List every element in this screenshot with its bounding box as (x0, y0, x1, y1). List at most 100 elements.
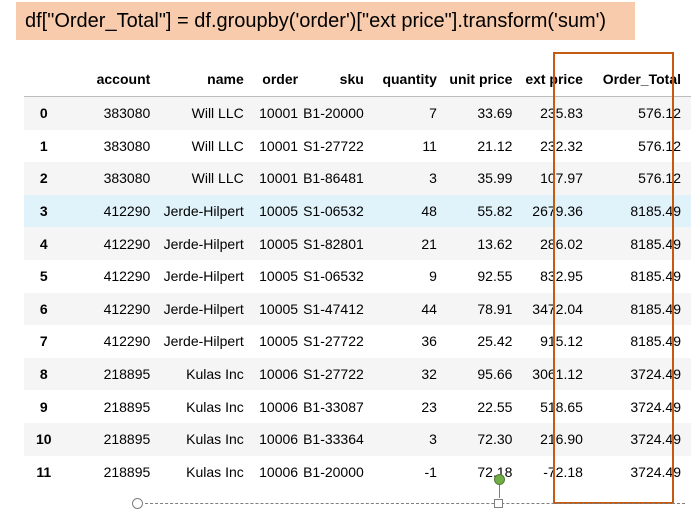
cell-sku: S1-27722 (303, 137, 364, 154)
cell-order-total: 8185.49 (630, 203, 681, 220)
col-header-name: name (155, 62, 249, 97)
cell-account: 412290 (103, 333, 151, 350)
cell-unit-price: 72.18 (477, 463, 513, 480)
cell-unit-price: 21.12 (477, 137, 513, 154)
cell-sku: B1-86481 (303, 170, 364, 187)
cell-order-total: 3724.49 (630, 463, 681, 480)
connector-line[interactable] (140, 503, 685, 504)
cell-index: 2 (39, 170, 48, 187)
cell-name: Kulas Inc (186, 366, 244, 383)
cell-unit-price: 33.69 (477, 105, 513, 122)
cell-account: 218895 (103, 398, 151, 415)
cell-order-total: 8185.49 (630, 235, 681, 252)
cell-name: Jerde-Hilpert (163, 203, 244, 220)
dataframe-table: account name order sku quantity unit pri… (24, 62, 691, 489)
cell-name: Will LLC (191, 105, 244, 122)
table-row[interactable]: 10 218895 Kulas Inc 10006 B1-33364 3 72.30 216.… (24, 422, 691, 456)
cell-name: Jerde-Hilpert (163, 268, 244, 285)
cell-order-total: 3724.49 (630, 366, 681, 383)
cell-order: 10005 (259, 268, 299, 285)
cell-unit-price: 95.66 (477, 366, 513, 383)
cell-quantity: -1 (424, 463, 437, 480)
col-header-account: account (63, 62, 156, 97)
cell-order-total: 3724.49 (630, 431, 681, 448)
cell-sku: B1-20000 (303, 105, 364, 122)
table-row[interactable]: 8 218895 Kulas Inc 10006 S1-27722 32 95.66 3061… (24, 357, 691, 391)
table-row[interactable]: 2 383080 Will LLC 10001 B1-86481 3 35.99 107.97… (24, 162, 691, 195)
cell-name: Will LLC (191, 170, 244, 187)
cell-unit-price: 72.30 (477, 431, 513, 448)
cell-quantity: 48 (421, 203, 437, 220)
cell-sku: S1-06532 (303, 268, 364, 285)
table-row[interactable]: 4 412290 Jerde-Hilpert 10005 S1-82801 21 13.62… (24, 227, 691, 260)
cell-quantity: 44 (421, 300, 437, 317)
connector-mid-handle[interactable] (494, 499, 503, 508)
cell-order: 10006 (259, 398, 299, 415)
cell-account: 412290 (103, 235, 151, 252)
cell-index: 1 (39, 137, 48, 154)
cell-account: 412290 (103, 268, 151, 285)
code-banner: df["Order_Total"] = df.groupby('order')[… (16, 2, 635, 40)
cell-order: 10005 (259, 333, 299, 350)
col-header-quantity: quantity (368, 62, 442, 97)
col-header-index (24, 62, 64, 97)
cell-sku: S1-27722 (303, 366, 364, 383)
cell-account: 383080 (103, 137, 151, 154)
cell-order: 10005 (259, 300, 299, 317)
col-header-sku: sku (303, 62, 369, 97)
cell-name: Jerde-Hilpert (163, 235, 244, 252)
cell-name: Kulas Inc (186, 463, 244, 480)
cell-order-total: 8185.49 (630, 300, 681, 317)
cell-order: 10005 (259, 235, 299, 252)
cell-index: 8 (39, 366, 48, 383)
cell-order-total: 576.12 (638, 105, 681, 122)
cell-unit-price: 35.99 (477, 170, 513, 187)
cell-quantity: 21 (421, 235, 437, 252)
table-row[interactable]: 0 383080 Will LLC 10001 B1-20000 7 33.69 235.83… (24, 96, 691, 130)
cell-account: 412290 (103, 300, 151, 317)
rotate-handle[interactable] (494, 474, 505, 485)
table-row[interactable]: 1 383080 Will LLC 10001 S1-27722 11 21.12 232.3… (24, 129, 691, 163)
col-header-order: order (248, 62, 304, 97)
cell-quantity: 32 (421, 366, 437, 383)
cell-order-total: 576.12 (638, 170, 681, 187)
cell-ext-price: -72.18 (543, 463, 583, 480)
cell-order: 10001 (259, 170, 299, 187)
cell-ext-price: 2679.36 (532, 203, 583, 220)
cell-ext-price: 286.02 (540, 235, 583, 252)
cell-account: 383080 (103, 105, 151, 122)
cell-sku: B1-33087 (303, 398, 364, 415)
cell-account: 218895 (103, 463, 151, 480)
cell-order-total: 3724.49 (630, 398, 681, 415)
cell-unit-price: 13.62 (477, 235, 513, 252)
cell-unit-price: 22.55 (477, 398, 513, 415)
cell-order: 10001 (259, 137, 299, 154)
header-row: account name order sku quantity unit pri… (24, 62, 691, 97)
cell-unit-price: 78.91 (477, 300, 513, 317)
table-row[interactable]: 3 412290 Jerde-Hilpert 10005 S1-06532 48 55.82… (24, 194, 691, 228)
cell-order: 10006 (259, 366, 299, 383)
table-header: account name order sku quantity unit pri… (24, 62, 691, 97)
table-row[interactable]: 7 412290 Jerde-Hilpert 10005 S1-27722 36 25.42… (24, 325, 691, 358)
table-row[interactable]: 11 218895 Kulas Inc 10006 B1-20000 -1 72.18 -72… (24, 455, 691, 489)
col-header-order-total: Order_Total (587, 62, 691, 97)
rotate-handle-stem (499, 484, 500, 498)
cell-name: Kulas Inc (186, 431, 244, 448)
cell-index: 5 (39, 268, 48, 285)
cell-quantity: 9 (429, 268, 437, 285)
cell-sku: S1-27722 (303, 333, 364, 350)
cell-ext-price: 107.97 (540, 170, 583, 187)
connector-start-handle[interactable] (132, 498, 143, 509)
cell-name: Will LLC (191, 137, 244, 154)
table-row[interactable]: 9 218895 Kulas Inc 10006 B1-33087 23 22.55 518.… (24, 390, 691, 423)
table-row[interactable]: 6 412290 Jerde-Hilpert 10005 S1-47412 44 78.91… (24, 292, 691, 326)
cell-unit-price: 25.42 (477, 333, 513, 350)
cell-quantity: 11 (422, 137, 437, 154)
col-header-unit-price: unit price (441, 62, 518, 97)
cell-quantity: 36 (421, 333, 437, 350)
cell-unit-price: 55.82 (477, 203, 513, 220)
cell-order-total: 8185.49 (630, 333, 681, 350)
table-row[interactable]: 5 412290 Jerde-Hilpert 10005 S1-06532 9 92.55 8… (24, 259, 691, 293)
col-header-ext-price: ext price (517, 62, 588, 97)
cell-account: 383080 (103, 170, 151, 187)
